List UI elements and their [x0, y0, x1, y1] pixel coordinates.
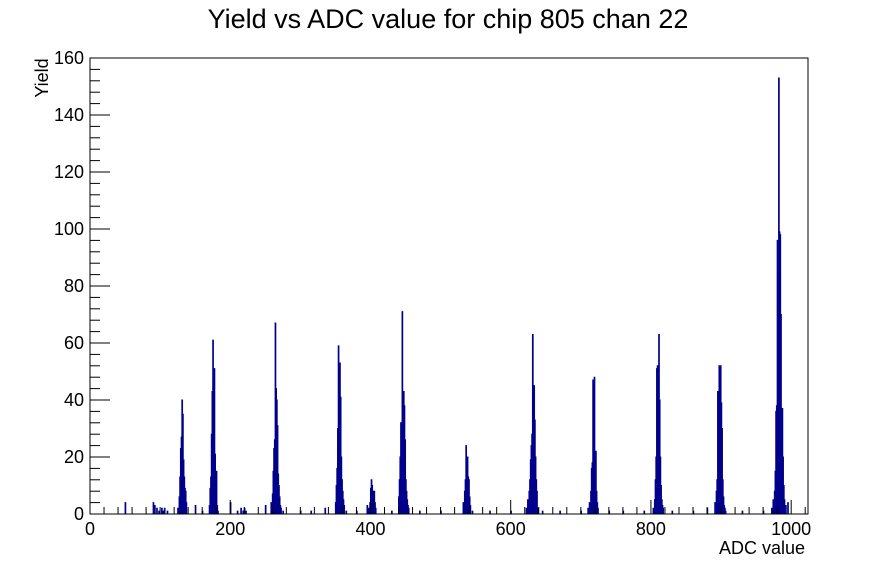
histogram-bin — [282, 510, 285, 514]
histogram-bin — [587, 507, 590, 514]
histogram-bin — [724, 510, 727, 514]
y-tick-label: 100 — [54, 219, 84, 239]
histogram-bin — [280, 507, 282, 514]
histogram-bin — [158, 510, 160, 514]
histogram-bin — [783, 499, 786, 514]
x-tick-label: 400 — [355, 519, 385, 539]
histogram-bin — [310, 510, 313, 514]
histogram-bin — [588, 502, 591, 514]
y-tick-label: 80 — [64, 276, 84, 296]
histogram-bin — [166, 510, 169, 514]
histogram-bin — [162, 510, 165, 514]
x-axis-label: ADC value — [719, 538, 805, 558]
y-tick-label: 60 — [64, 333, 84, 353]
histogram-bin — [771, 507, 773, 514]
histogram-bin — [185, 502, 188, 514]
histogram-bin — [772, 499, 775, 514]
histogram-bars — [124, 77, 789, 514]
y-tick-label: 40 — [64, 390, 84, 410]
histogram-bin — [721, 428, 723, 514]
histogram-bin — [785, 504, 787, 514]
histogram-bin — [391, 510, 393, 514]
histogram-bin — [152, 502, 155, 514]
histogram-bin — [245, 510, 247, 514]
histogram-bin — [527, 499, 529, 514]
histogram-bin — [217, 510, 219, 514]
histogram-bin — [536, 507, 539, 514]
histogram-bin — [367, 507, 370, 514]
histogram-bin — [741, 510, 744, 514]
histogram-bin — [714, 502, 716, 514]
histogram-bin — [469, 504, 472, 514]
histogram-bin — [194, 504, 197, 514]
histogram-bin — [240, 507, 242, 514]
histogram-bin — [652, 507, 655, 514]
histogram-bin — [671, 510, 674, 514]
histogram-bin — [780, 314, 782, 514]
histogram-bin — [407, 507, 410, 514]
x-tick-label: 1000 — [771, 519, 811, 539]
histogram-bin — [177, 507, 179, 514]
histogram-bin — [559, 510, 561, 514]
x-tick-label: 200 — [215, 519, 245, 539]
y-tick-label: 0 — [74, 504, 84, 524]
histogram-bin — [276, 425, 279, 514]
histogram-bin — [489, 510, 491, 514]
chart-title: Yield vs ADC value for chip 805 chan 22 — [208, 4, 689, 34]
histogram-bin — [541, 510, 544, 514]
histogram-bin — [419, 510, 421, 514]
histogram-bin — [324, 507, 327, 514]
histogram-bin — [214, 453, 217, 514]
histogram-bin — [462, 502, 465, 514]
histogram-bin — [216, 504, 219, 514]
histogram-bin — [124, 502, 127, 514]
histogram-bin — [643, 510, 646, 514]
histogram-bin — [339, 396, 342, 514]
histogram-bin — [595, 450, 597, 514]
histogram-bin — [161, 507, 163, 514]
histogram-bin — [236, 510, 239, 514]
histogram-bin — [593, 376, 596, 514]
histogram-bin — [597, 507, 599, 514]
y-tick-label: 120 — [54, 162, 84, 182]
histogram-bin — [264, 504, 267, 514]
histogram-bin — [366, 504, 369, 514]
histogram-bin — [536, 490, 538, 514]
histogram-bin — [215, 470, 218, 514]
x-axis-ticks: 0 200 400 600 800 1000 — [85, 500, 811, 539]
y-tick-label: 140 — [54, 105, 84, 125]
histogram-bin — [163, 507, 166, 514]
histogram-bin — [525, 507, 528, 514]
histogram-bin — [662, 507, 665, 514]
y-tick-label: 160 — [54, 48, 84, 68]
histogram-bin — [787, 502, 789, 514]
histogram-bin — [345, 510, 348, 514]
y-axis-label: Yield — [32, 58, 52, 97]
histogram-bin — [270, 502, 273, 514]
x-tick-label: 600 — [496, 519, 526, 539]
histogram-bin — [213, 368, 216, 514]
x-tick-label: 0 — [85, 519, 95, 539]
histogram-bin — [471, 510, 474, 514]
x-tick-label: 800 — [636, 519, 666, 539]
histogram-bin — [374, 507, 377, 514]
histogram-bin — [404, 439, 407, 514]
y-tick-label: 20 — [64, 447, 84, 467]
histogram-bin — [156, 507, 158, 514]
y-axis-ticks: 0 20 40 60 80 100 120 140 160 — [54, 48, 110, 524]
histogram-bin — [154, 504, 156, 514]
histogram-bin — [242, 510, 245, 514]
histogram-bin — [343, 504, 346, 514]
